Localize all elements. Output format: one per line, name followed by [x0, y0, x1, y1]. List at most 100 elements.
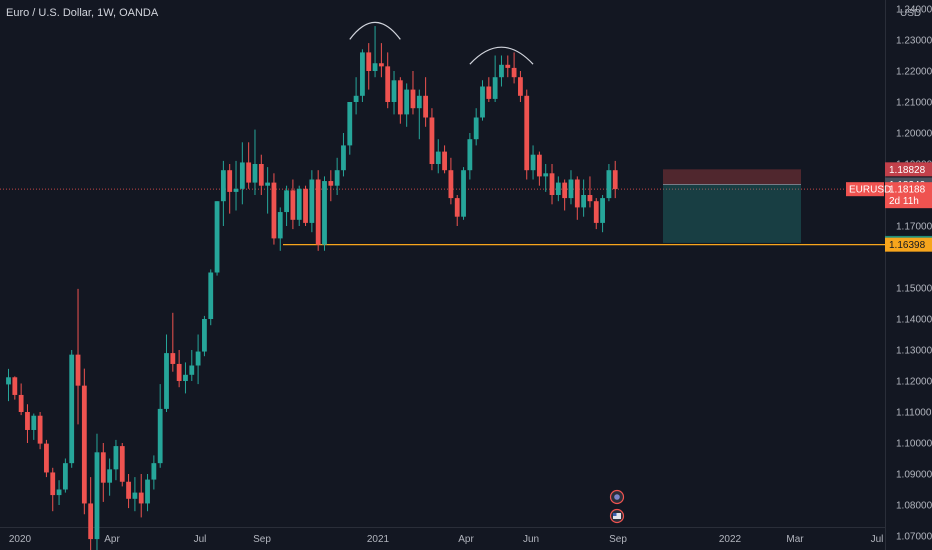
candle-body: [151, 463, 157, 480]
candle-body: [461, 170, 466, 217]
candle-body: [132, 492, 138, 499]
candle-body: [334, 170, 340, 186]
candle-body: [277, 212, 283, 239]
price-tick-label: 1.22000: [896, 67, 932, 78]
time-tick-label: Apr: [104, 534, 120, 545]
stop-price-tag: 1.18828: [889, 165, 926, 176]
price-tick-label: 1.24000: [896, 5, 932, 16]
candle-body: [562, 182, 568, 199]
candle-body: [568, 179, 574, 199]
candle-body: [220, 170, 226, 202]
price-tick-label: 1.11000: [896, 408, 932, 419]
bar-countdown: 2d 11h: [889, 196, 919, 207]
candle-body: [385, 66, 391, 102]
price-tick-label: 1.14000: [896, 315, 932, 326]
candle-body: [246, 162, 252, 183]
candle-body: [233, 188, 239, 192]
candle-body: [50, 472, 56, 496]
candle-body: [107, 469, 113, 483]
candle-body: [505, 64, 511, 68]
support-price-tag: 1.16398: [889, 240, 926, 251]
flag-event-inner-icon: [613, 513, 621, 519]
candle-body: [397, 80, 403, 115]
candle-body: [258, 164, 264, 186]
support-price-tag-bg: [885, 237, 932, 252]
candle-body: [189, 365, 195, 375]
candle-body: [536, 154, 542, 177]
price-tick-label: 1.21000: [896, 98, 932, 109]
candle-body: [391, 80, 397, 102]
candle-body: [75, 354, 81, 386]
candle-body: [574, 179, 580, 208]
time-tick-label: 2022: [719, 534, 742, 545]
candle-body: [284, 190, 289, 213]
event-marker-inner-icon: [614, 494, 620, 500]
candle-body: [214, 201, 220, 273]
candle-body: [353, 95, 359, 102]
candle-body: [322, 181, 327, 245]
candle-body: [296, 188, 302, 220]
price-tick-label: 1.13000: [896, 346, 932, 357]
stop-loss-zone[interactable]: [663, 169, 801, 185]
candle-body: [69, 354, 75, 464]
candle-body: [145, 479, 150, 504]
flag-event-canton-icon: [613, 513, 617, 516]
right-head-arc[interactable]: [469, 46, 534, 65]
candle-body: [429, 117, 435, 164]
price-tick-label: 1.20000: [896, 129, 932, 140]
take-profit-zone[interactable]: [663, 184, 801, 243]
candle-body: [183, 374, 188, 381]
symbol-title: Euro / U.S. Dollar, 1W, OANDA: [6, 7, 159, 19]
time-tick-label: Mar: [786, 534, 804, 545]
candle-body: [195, 351, 201, 366]
candle-body: [467, 139, 473, 171]
candle-body: [606, 170, 612, 199]
price-tick-label: 1.10000: [896, 439, 932, 450]
symbol-label[interactable]: EURUSD: [849, 185, 891, 196]
candle-body: [126, 481, 131, 499]
candle-body: [473, 117, 479, 140]
price-tick-label: 1.17000: [896, 222, 932, 233]
candle-body: [499, 64, 504, 78]
candle-body: [119, 446, 125, 482]
candle-body: [208, 272, 214, 319]
time-tick-label: Sep: [253, 534, 271, 545]
candle-body: [448, 170, 454, 199]
candle-body: [202, 319, 207, 352]
price-tick-label: 1.12000: [896, 377, 932, 388]
last-price-tag: 1.18188: [889, 185, 926, 196]
last-price-tag-bg: [885, 182, 932, 209]
candle-body: [138, 492, 144, 504]
candle-body: [347, 102, 353, 146]
candle-body: [227, 170, 233, 192]
candle-body: [113, 446, 119, 470]
candle-body: [81, 385, 87, 504]
candle-body: [303, 188, 308, 223]
candle-body: [265, 182, 271, 186]
candle-body: [612, 170, 618, 190]
candle-body: [6, 377, 11, 385]
candle-body: [587, 195, 593, 202]
candle-body: [176, 363, 182, 381]
time-tick-label: Jun: [523, 534, 539, 545]
candle-body: [44, 443, 49, 473]
candle-body: [593, 201, 599, 223]
candle-body: [170, 353, 176, 364]
left-head-arc[interactable]: [349, 22, 401, 40]
time-tick-label: Jul: [194, 534, 207, 545]
candle-body: [410, 89, 416, 109]
candle-body: [25, 412, 30, 430]
candle-body: [530, 154, 536, 171]
candle-body: [492, 77, 498, 99]
price-tick-label: 1.15000: [896, 284, 932, 295]
candle-body: [480, 86, 485, 118]
candle-body: [94, 452, 100, 540]
candle-body: [157, 408, 163, 464]
candle-body: [271, 182, 277, 239]
symbol-label-bg: [846, 182, 884, 197]
candle-body: [37, 415, 43, 444]
candle-body: [378, 63, 384, 67]
candle-body: [486, 86, 492, 99]
candle-body: [18, 394, 24, 412]
